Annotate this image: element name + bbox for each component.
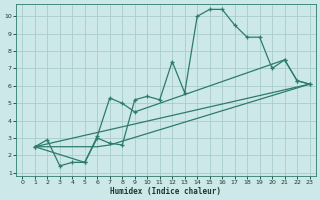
X-axis label: Humidex (Indice chaleur): Humidex (Indice chaleur) xyxy=(110,187,221,196)
